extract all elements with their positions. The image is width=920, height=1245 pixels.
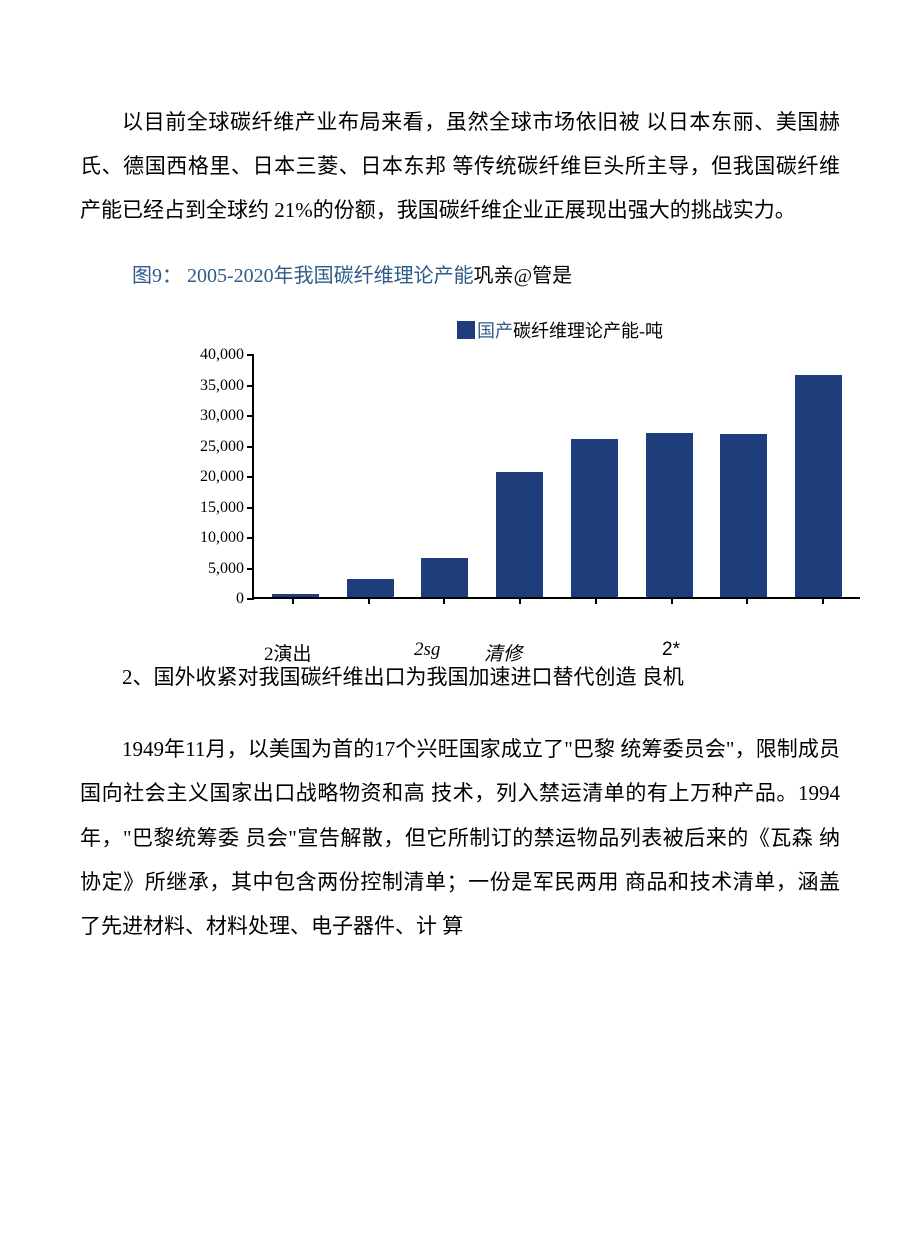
x-label-2: 2sg [414, 639, 440, 661]
figure-caption: 图9： 2005-2020年我国碳纤维理论产能巩亲@管是 [80, 260, 840, 292]
x-tick-mark [822, 597, 824, 604]
y-tick-mark [247, 537, 254, 539]
figure-label: 图9： [132, 265, 182, 287]
y-tick-mark [247, 385, 254, 387]
bar [421, 558, 468, 598]
x-tick-mark [595, 597, 597, 604]
x-label-4: 2* [662, 639, 680, 661]
subsection-text: 2、国外收紧对我国碳纤维出口为我国加速进口替代创造 良机 [122, 665, 684, 689]
bar [272, 594, 319, 597]
y-tick-mark [247, 507, 254, 509]
bars-container [254, 355, 860, 597]
plot-frame: 2演出 2sg 清修 2* [252, 355, 860, 599]
bar [496, 472, 543, 597]
bar [571, 439, 618, 598]
bar [646, 433, 693, 598]
figure-title-black: 巩亲@管是 [474, 265, 572, 287]
x-tick-mark [443, 597, 445, 604]
bar-chart: 国产碳纤维理论产能-吨 40,00035,00030,00025,00020,0… [200, 317, 860, 615]
x-tick-mark [292, 597, 294, 604]
legend-text-blue: 国产 [477, 321, 513, 341]
bar [720, 434, 767, 597]
x-label-1: 2演出 [264, 639, 312, 666]
y-axis: 40,00035,00030,00025,00020,00015,00010,0… [200, 355, 252, 599]
legend-text-black: 碳纤维理论产能-吨 [513, 321, 663, 341]
x-tick-mark [671, 597, 673, 604]
y-tick-mark [247, 415, 254, 417]
intro-paragraph: 以目前全球碳纤维产业布局来看，虽然全球市场依旧被 以日本东丽、美国赫氏、德国西格… [80, 100, 840, 232]
x-tick-mark [519, 597, 521, 604]
y-tick-mark [247, 446, 254, 448]
legend-swatch [457, 321, 475, 339]
figure-title-blue: 2005-2020年我国碳纤维理论产能 [182, 265, 474, 287]
x-label-3: 清修 [484, 639, 522, 666]
chart-body: 40,00035,00030,00025,00020,00015,00010,0… [200, 355, 860, 615]
x-tick-mark [746, 597, 748, 604]
subsection-heading: 2、国外收紧对我国碳纤维出口为我国加速进口替代创造 良机 [80, 655, 840, 699]
y-tick-mark [247, 476, 254, 478]
bar [795, 375, 842, 598]
y-tick-mark [247, 598, 254, 600]
x-tick-mark [368, 597, 370, 604]
chart-legend: 国产碳纤维理论产能-吨 [200, 317, 860, 343]
y-tick-mark [247, 354, 254, 356]
y-tick-mark [247, 568, 254, 570]
body-paragraph-2: 1949年11月，以美国为首的17个兴旺国家成立了"巴黎 统筹委员会"，限制成员… [80, 727, 840, 947]
bar [347, 579, 394, 597]
